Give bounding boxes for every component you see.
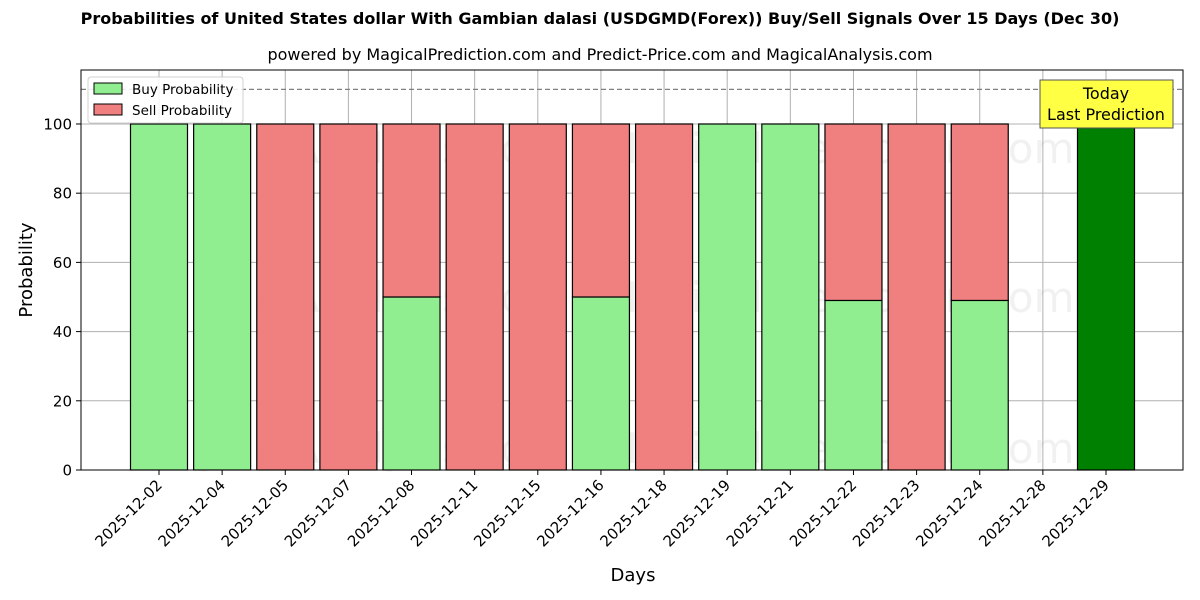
bars: [129, 123, 1136, 471]
legend-label-sell: Sell Probability: [132, 103, 232, 119]
x-tick-label: 2025-12-08: [344, 476, 418, 550]
legend-box: [87, 76, 244, 124]
legend: Buy Probability Sell Probability: [87, 76, 244, 124]
bar-buy: [950, 299, 1009, 471]
bar-buy: [698, 123, 757, 471]
bar-sell: [256, 123, 315, 471]
x-tick-label: 2025-12-16: [533, 476, 607, 550]
bar-sell: [950, 123, 1009, 302]
bar-buy: [193, 123, 252, 471]
x-tick-label: 2025-12-15: [470, 476, 544, 550]
bar-sell: [319, 123, 378, 471]
x-tick-label: 2025-12-22: [786, 476, 860, 550]
bar-buy: [761, 123, 820, 471]
bar-buy: [382, 296, 441, 471]
x-axis: 2025-12-022025-12-042025-12-052025-12-07…: [91, 470, 1113, 550]
legend-swatch-buy: [93, 82, 123, 95]
bar-buy: [824, 299, 883, 471]
bar-today: [1076, 123, 1136, 471]
x-tick-label: 2025-12-28: [975, 476, 1049, 550]
x-tick-label: 2025-12-24: [912, 476, 986, 550]
x-tick-label: 2025-12-18: [597, 476, 671, 550]
bar-sell: [824, 123, 883, 302]
y-tick-label: 100: [43, 115, 72, 133]
bar-sell: [508, 123, 567, 471]
plot-frame: [80, 69, 1184, 471]
bar-sell: [887, 123, 946, 471]
x-tick-label: 2025-12-23: [849, 476, 923, 550]
today-label: Today: [1082, 84, 1129, 103]
y-tick-label: 0: [62, 462, 72, 480]
x-tick-label: 2025-12-29: [1038, 476, 1112, 550]
last-prediction-label: Last Prediction: [1047, 105, 1165, 124]
bar-buy: [571, 296, 631, 471]
x-tick-label: 2025-12-19: [660, 476, 734, 550]
x-tick-label: 2025-12-21: [723, 476, 797, 550]
x-tick-label: 2025-12-02: [91, 476, 165, 550]
y-axis: 0 20 40 60 80 100: [43, 115, 81, 480]
y-axis-label: Probability: [16, 222, 37, 317]
x-tick-label: 2025-12-11: [407, 476, 481, 550]
bar-sell: [571, 123, 631, 298]
x-tick-label: 2025-12-05: [218, 476, 292, 550]
today-annotation-box: [1039, 79, 1174, 129]
x-tick-label: 2025-12-04: [155, 476, 229, 550]
x-axis-label: Days: [611, 565, 656, 586]
y-tick-label: 60: [53, 254, 72, 272]
y-tick-label: 20: [53, 392, 72, 410]
y-tick-label: 80: [53, 185, 72, 203]
today-annotation: Today Last Prediction: [1039, 79, 1174, 129]
bar-sell: [382, 123, 441, 298]
bar-sell: [445, 123, 504, 471]
legend-label-buy: Buy Probability: [132, 82, 233, 98]
y-tick-label: 40: [53, 323, 72, 341]
legend-swatch-sell: [93, 103, 123, 116]
chart-subtitle: powered by MagicalPrediction.com and Pre…: [267, 45, 933, 64]
bar-buy: [129, 123, 189, 471]
x-tick-label: 2025-12-07: [281, 476, 355, 550]
bar-sell: [634, 123, 694, 471]
chart-title: Probabilities of United States dollar Wi…: [80, 9, 1120, 28]
